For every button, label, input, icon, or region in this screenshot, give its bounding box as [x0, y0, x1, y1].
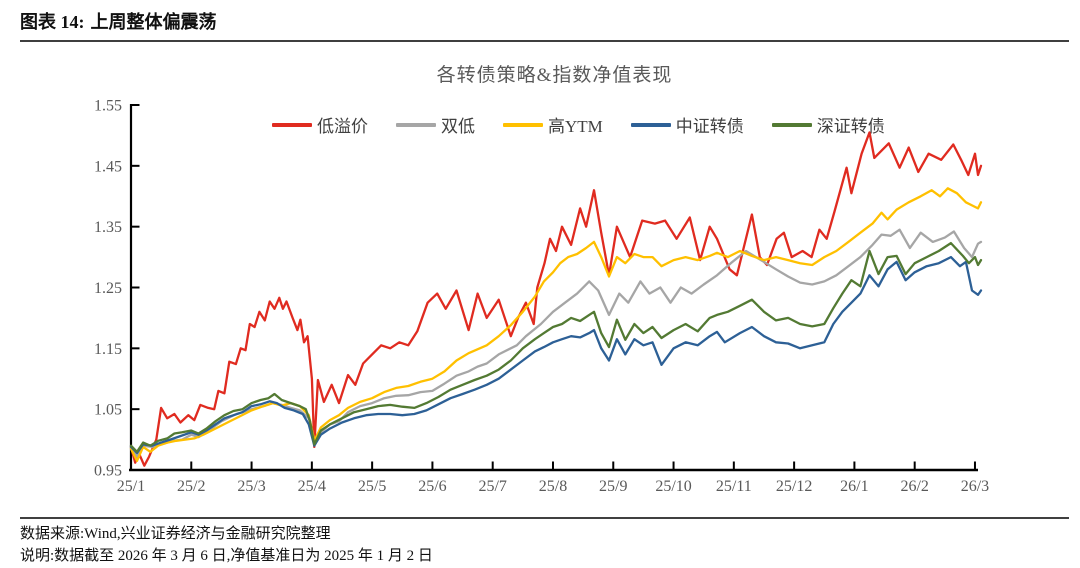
- legend-swatch: [272, 122, 312, 127]
- series-line-低溢价: [129, 131, 983, 467]
- x-tick-label: 26/2: [900, 478, 928, 495]
- legend-label: 双低: [441, 117, 475, 136]
- x-tick-label: 26/3: [961, 478, 989, 495]
- chart-title: 各转债策略&指数净值表现: [436, 65, 673, 86]
- x-tick-label: 26/1: [840, 478, 868, 495]
- legend-item-双低: 双低: [396, 112, 475, 137]
- chart-series-lines: [129, 131, 983, 467]
- legend-item-低溢价: 低溢价: [272, 112, 368, 137]
- legend-label: 深证转债: [816, 117, 885, 136]
- y-tick-label: 0.95: [94, 463, 122, 480]
- legend-label: 高YTM: [548, 117, 603, 136]
- legend-swatch: [503, 122, 543, 127]
- legend-item-中证转债: 中证转债: [630, 112, 744, 137]
- footer-divider: [20, 517, 1069, 519]
- legend-label: 低溢价: [317, 117, 368, 136]
- legend-item-高YTM: 高YTM: [503, 112, 603, 137]
- series-line-中证转债: [129, 255, 983, 455]
- x-tick-label: 25/1: [117, 478, 145, 495]
- series-line-深证转债: [129, 241, 983, 453]
- x-tick-label: 25/11: [716, 478, 752, 495]
- header-divider: [20, 40, 1069, 42]
- legend-label: 中证转债: [675, 117, 744, 136]
- series-line-双低: [129, 228, 983, 458]
- x-tick-label: 25/5: [358, 478, 386, 495]
- x-tick-label: 25/2: [177, 478, 205, 495]
- y-tick-label: 1.55: [94, 98, 122, 115]
- figure-header: 图表 14: 上周整体偏震荡: [20, 8, 217, 34]
- series-line-高YTM: [129, 187, 983, 463]
- x-tick-label: 25/6: [418, 478, 446, 495]
- y-tick-label: 1.05: [94, 402, 122, 419]
- figure-label: 图表 14:: [20, 12, 85, 32]
- x-tick-label: 25/4: [298, 478, 326, 495]
- explanation-note: 说明:数据截至 2026 年 3 月 6 日,净值基准日为 2025 年 1 月…: [20, 548, 433, 564]
- x-tick-label: 25/8: [539, 478, 567, 495]
- x-tick-label: 25/9: [599, 478, 627, 495]
- data-source-note: 数据来源:Wind,兴业证券经济与金融研究院整理: [20, 526, 331, 542]
- y-tick-label: 1.25: [94, 280, 122, 297]
- x-tick-label: 25/12: [776, 478, 812, 495]
- y-axis-ticks: 0.95 1.05 1.15 1.25 1.35 1.45 1.55: [94, 98, 140, 480]
- y-tick-label: 1.45: [94, 158, 122, 175]
- x-axis-ticks: 25/1 25/2 25/3 25/4 25/5 25/6 25/7 25/8 25/9 25/1…: [117, 461, 989, 495]
- x-tick-label: 25/10: [655, 478, 691, 495]
- y-tick-label: 1.35: [94, 219, 122, 236]
- figure-title: 上周整体偏震荡: [90, 12, 217, 32]
- legend-swatch: [630, 122, 671, 127]
- chart-legend: 低溢价 双低 高YTM 中证转债 深证转债: [272, 112, 885, 137]
- chart-axes: [129, 104, 978, 472]
- legend-item-深证转债: 深证转债: [771, 112, 885, 137]
- legend-swatch: [396, 122, 436, 127]
- x-tick-label: 25/7: [478, 478, 506, 495]
- legend-swatch: [771, 122, 812, 127]
- x-tick-label: 25/3: [237, 478, 265, 495]
- y-tick-label: 1.15: [94, 341, 122, 358]
